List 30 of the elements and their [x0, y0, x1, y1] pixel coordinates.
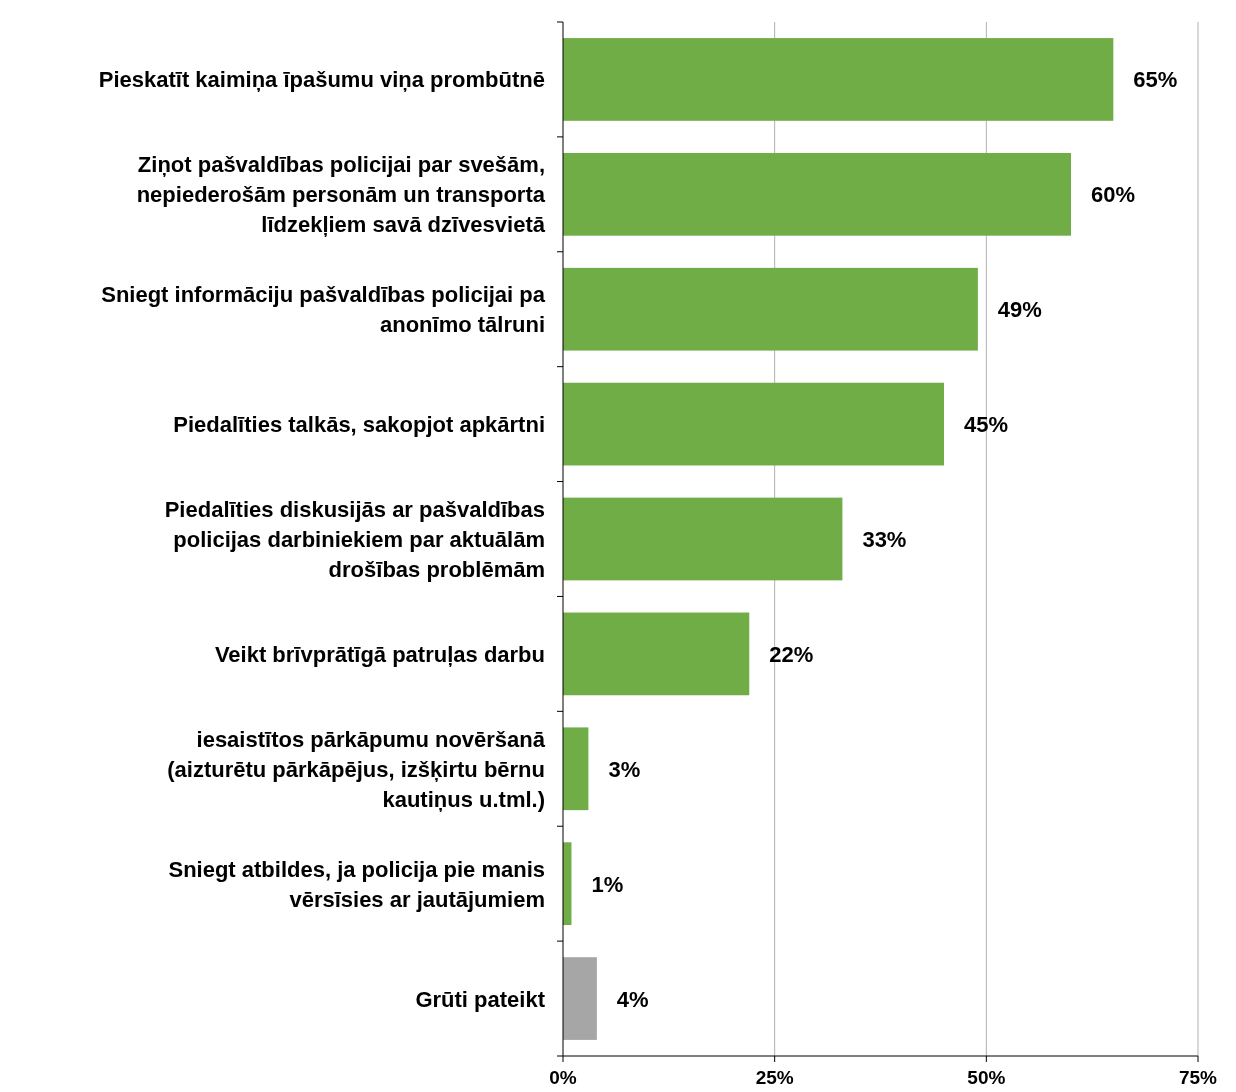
- bar: [563, 497, 843, 581]
- data-label: 65%: [1133, 67, 1178, 93]
- data-label: 33%: [862, 527, 907, 552]
- bar: [563, 727, 589, 811]
- data-label: 22%: [769, 641, 814, 667]
- bar: [563, 267, 978, 351]
- bar: [563, 957, 597, 1040]
- y-tick-label: Ziņot pašvaldības policijai par svešām, nepiederošām personām un transporta līdzekļiem savā dzīvesvietā: [136, 152, 546, 238]
- y-tick-label: Veikt brīvprātīgā patruļas darbu: [214, 641, 545, 667]
- bar: [563, 152, 1071, 236]
- bar: [563, 38, 1114, 121]
- y-tick-label: Sniegt informāciju pašvaldības policijai pa anonīmo tālruni: [101, 282, 546, 338]
- bar: [563, 382, 944, 466]
- x-tick-label: 25%: [755, 1067, 794, 1088]
- x-tick-label: 50%: [967, 1067, 1006, 1088]
- y-tick-label: iesaistītos pārkāpumu novēršanā (aizturētu pārkāpējus, izšķirtu bērnu kautiņus u.tml.): [167, 726, 546, 812]
- y-tick-label: Piedalīties talkās, sakopjot apkārtni: [173, 412, 545, 438]
- y-tick-label: Piedalīties diskusijās ar pašvaldības policijas darbiniekiem par aktuālām drošības problēmām: [164, 497, 545, 582]
- data-label: 49%: [997, 297, 1042, 323]
- y-tick-label: Pieskatīt kaimiņa īpašumu viņa prombūtnē: [98, 67, 545, 93]
- data-label: 60%: [1091, 182, 1136, 208]
- x-tick-label: 0%: [549, 1067, 577, 1088]
- y-tick-label: Sniegt atbildes, ja policija pie manis vērsīsies ar jautājumiem: [168, 856, 545, 912]
- data-label: 45%: [964, 412, 1009, 438]
- data-label: 1%: [591, 871, 624, 897]
- x-tick-label: 75%: [1178, 1067, 1218, 1088]
- data-label: 4%: [616, 986, 649, 1012]
- data-label: 3%: [608, 756, 641, 782]
- y-tick-label: Grūti pateikt: [415, 986, 546, 1012]
- bar: [563, 612, 750, 696]
